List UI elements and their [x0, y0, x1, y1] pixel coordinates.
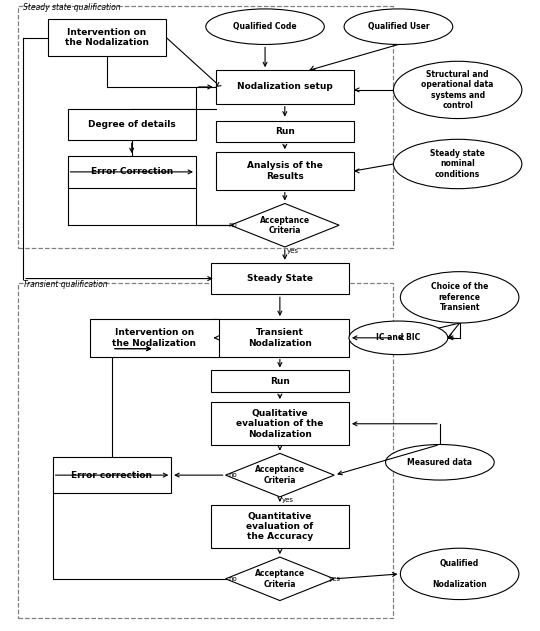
Text: Run: Run	[275, 127, 295, 136]
Text: Analysis of the
Results: Analysis of the Results	[247, 161, 323, 180]
Ellipse shape	[386, 444, 494, 480]
Text: Qualified User: Qualified User	[368, 22, 429, 31]
Ellipse shape	[400, 272, 519, 323]
FancyBboxPatch shape	[68, 109, 196, 140]
FancyBboxPatch shape	[211, 505, 349, 548]
FancyBboxPatch shape	[48, 19, 166, 56]
Text: Transient
Nodalization: Transient Nodalization	[248, 328, 312, 348]
Ellipse shape	[344, 9, 453, 44]
Text: Acceptance
Criteria: Acceptance Criteria	[255, 466, 305, 485]
Text: Acceptance
Criteria: Acceptance Criteria	[255, 569, 305, 589]
Text: yes: yes	[329, 576, 341, 582]
FancyBboxPatch shape	[215, 70, 354, 103]
Text: Qualitative
evaluation of the
Nodalization: Qualitative evaluation of the Nodalizati…	[236, 409, 323, 439]
Text: Intervention on
the Nodalization: Intervention on the Nodalization	[65, 28, 149, 47]
Text: Error correction: Error correction	[71, 471, 152, 480]
Text: yes: yes	[282, 497, 294, 503]
Text: Qualified Code: Qualified Code	[233, 22, 297, 31]
Text: Qualified

Nodalization: Qualified Nodalization	[432, 559, 487, 589]
Text: Structural and
operational data
systems and
control: Structural and operational data systems …	[422, 70, 494, 110]
Ellipse shape	[400, 548, 519, 599]
Polygon shape	[226, 557, 334, 601]
Text: IC and BIC: IC and BIC	[376, 333, 421, 343]
Text: yes: yes	[287, 248, 299, 254]
FancyBboxPatch shape	[211, 262, 349, 295]
Text: Transient qualification: Transient qualification	[23, 280, 107, 289]
Text: Intervention on
the Nodalization: Intervention on the Nodalization	[112, 328, 197, 348]
FancyBboxPatch shape	[211, 370, 349, 392]
Ellipse shape	[206, 9, 325, 44]
Text: Choice of the
reference
Transient: Choice of the reference Transient	[431, 283, 488, 312]
FancyBboxPatch shape	[53, 457, 171, 493]
FancyBboxPatch shape	[211, 402, 349, 445]
Text: no: no	[228, 472, 237, 478]
Text: Run: Run	[270, 377, 290, 386]
Text: Quantitative
evaluation of
the Accuracy: Quantitative evaluation of the Accuracy	[246, 512, 314, 541]
Text: Acceptance
Criteria: Acceptance Criteria	[260, 216, 310, 235]
FancyBboxPatch shape	[215, 121, 354, 142]
Polygon shape	[231, 204, 339, 247]
Text: Steady state qualification: Steady state qualification	[23, 3, 121, 13]
Text: Error Correction: Error Correction	[91, 167, 173, 177]
Text: Degree of details: Degree of details	[88, 120, 176, 129]
FancyBboxPatch shape	[215, 152, 354, 190]
Text: no: no	[228, 576, 237, 582]
Text: Steady state
nominal
conditions: Steady state nominal conditions	[430, 149, 485, 179]
Text: no: no	[228, 222, 237, 228]
Text: Measured data: Measured data	[407, 457, 472, 467]
FancyBboxPatch shape	[90, 319, 219, 357]
FancyBboxPatch shape	[68, 156, 196, 187]
Ellipse shape	[394, 61, 522, 119]
Text: Nodalization setup: Nodalization setup	[237, 83, 333, 91]
Text: Steady State: Steady State	[247, 274, 313, 283]
Ellipse shape	[349, 321, 448, 355]
FancyBboxPatch shape	[211, 319, 349, 357]
Ellipse shape	[394, 139, 522, 189]
Polygon shape	[226, 454, 334, 497]
